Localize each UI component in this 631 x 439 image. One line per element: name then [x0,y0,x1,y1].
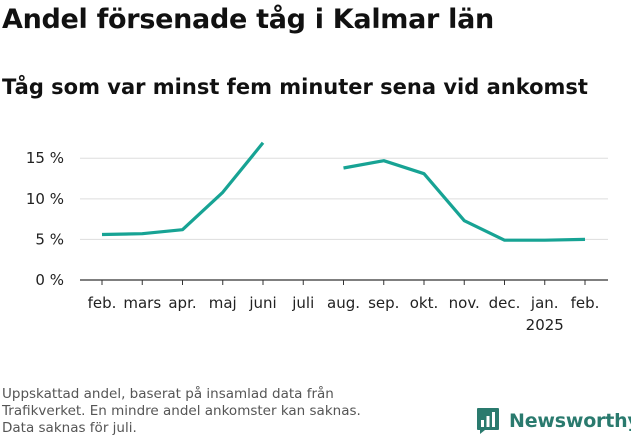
x-axis-labels: feb. mars apr. maj juni juli aug. sep. okt. nov. d… [88,294,600,334]
x-tick-label: juli [291,294,314,312]
x-tick-label: okt. [410,294,439,312]
y-axis-labels: 0 % 5 % 10 % 15 % [26,149,64,289]
x-tick-label: mars [123,294,161,312]
x-tick-label: apr. [168,294,196,312]
x-tick-label: dec. [489,294,521,312]
footer-note-line: Data saknas för juli. [2,420,137,436]
series-line-segment [101,141,265,237]
x-tick-label: aug. [327,294,360,312]
y-tick-label: 5 % [35,230,64,248]
x-year-label: 2025 [526,316,564,334]
footer-note-line: Trafikverket. En mindre andel ankomster … [2,403,361,419]
x-tick-label: maj [209,294,237,312]
x-axis [80,279,608,285]
y-tick-label: 0 % [35,271,64,289]
y-tick-label: 15 % [26,149,64,167]
y-tick-label: 10 % [26,190,64,208]
chart-title: Andel försenade tåg i Kalmar län [2,4,494,35]
x-tick-label: feb. [571,294,600,312]
x-tick-label: nov. [449,294,480,312]
series-lines [101,141,586,242]
x-tick-label: jan. [530,294,559,312]
brand-name: Newsworthy [509,410,631,432]
x-tick-label: sep. [368,294,399,312]
footer-note-line: Uppskattad andel, baserat på insamlad da… [2,386,334,402]
x-tick-label: juni [248,294,276,312]
series-line-segment [343,159,586,242]
gridlines [80,157,608,240]
newsworthy-logo[interactable]: Newsworthy [476,407,631,435]
chart-subtitle: Tåg som var minst fem minuter sena vid a… [2,75,588,99]
x-tick-label: feb. [88,294,117,312]
newsworthy-logo-icon [477,408,499,434]
footer-note: Uppskattad andel, baserat på insamlad da… [2,386,442,437]
